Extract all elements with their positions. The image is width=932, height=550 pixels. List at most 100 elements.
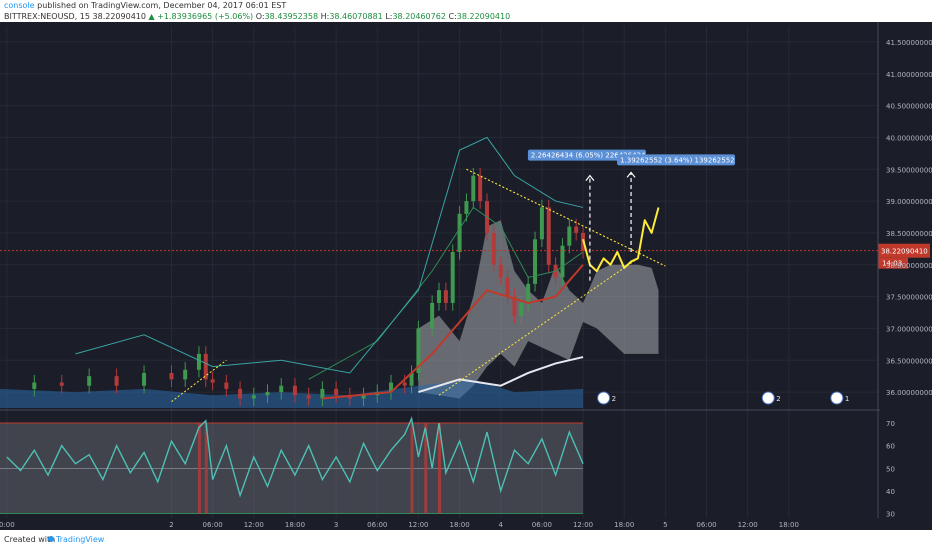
candle [567,226,572,246]
candle [457,213,462,253]
time-tick-label: 18:00 [614,521,634,529]
candle [519,302,524,316]
publish-line: console published on TradingView.com, De… [4,1,286,10]
candle [491,232,496,265]
candle [409,372,414,386]
candle [306,395,311,399]
time-tick-label: 06:00 [696,521,716,529]
rsi-tick-label: 70 [886,420,895,428]
bb-upper-line [75,136,584,374]
countdown-tag [878,257,908,269]
event-count: 2 [612,395,616,403]
time-tick-label: 06:00 [532,521,552,529]
price-tick-label: 38.50000000 [886,230,932,238]
event-flag-icon [830,391,844,405]
trendline-upper [466,168,666,267]
candle [416,328,421,373]
candle [334,388,339,396]
time-tick-label: 12:00 [738,521,758,529]
candle [498,264,503,278]
candle [279,385,284,393]
candle [361,395,366,399]
candle [533,239,538,284]
price-tick-label: 39.50000000 [886,166,932,174]
last-price-tag [878,243,930,258]
change-value: +1.83936965 (+5.06%) [157,12,254,21]
rsi-overbought-marker [410,423,414,514]
rsi-overbought-marker [204,423,208,514]
price-tick-label: 39.00000000 [886,198,932,206]
event-count: 2 [776,395,780,403]
close-label: C: [448,12,457,21]
candle [505,277,510,297]
last-price: 38.22090410 [92,12,146,21]
low-label: L: [385,12,393,21]
price-tick-label: 36.50000000 [886,357,932,365]
time-tick-label: 12:00 [244,521,264,529]
rsi-overbought-marker [424,423,428,514]
time-tick-label: 4 [499,521,504,529]
candle [388,382,393,393]
symbol-label: BITTREX:NEOUSD, 15 [4,12,90,21]
event-count: 1 [845,395,849,403]
trendline-early [171,359,227,403]
measure-arrow-icon [626,171,636,178]
time-tick-label: 06:00 [203,521,223,529]
measure-label-box [617,154,736,166]
candle [430,302,435,329]
rsi-overbought-marker [197,423,201,514]
price-tick-label: 40.50000000 [886,103,932,111]
price-tick-label: 37.00000000 [886,325,932,333]
event-flag-icon [761,391,775,405]
candle [196,353,201,370]
price-tick-label: 40.00000000 [886,134,932,142]
ma-red-line [322,264,584,400]
low-value: 38.20460762 [392,12,446,21]
footer: Created with TradingView [0,530,932,550]
price-tick-label: 41.50000000 [886,39,932,47]
candle [402,382,407,386]
time-tick-label: 3 [334,521,338,529]
trendline-lower [438,257,639,396]
rsi-panel [0,416,584,514]
rsi-line [6,416,584,498]
author-link[interactable]: console [4,1,35,10]
candle [114,376,119,386]
candle [169,372,174,380]
rsi-tick-label: 40 [886,488,895,496]
candle [265,392,270,396]
price-tick-label: 37.50000000 [886,294,932,302]
cloud-area [418,220,659,399]
projection-path [582,207,660,273]
time-tick-label: 2 [169,521,173,529]
close-value: 38.22090410 [456,12,511,21]
change-arrow-icon: ▲ [148,12,155,21]
rsi-tick-label: 30 [886,510,895,518]
rsi-tick-label: 50 [886,465,895,473]
rsi-overbought-marker [438,423,441,514]
candle [574,226,579,233]
ma-white-line [418,356,584,394]
symbol-line: BITTREX:NEOUSD, 15 38.22090410 ▲ +1.8393… [4,12,510,21]
measure-label: 1.39262552 (3.64%) 139262552 [620,156,735,164]
candle [450,252,455,303]
candle [183,369,188,380]
candle [320,388,325,399]
candle [478,175,483,202]
candle [292,385,297,396]
candle [546,207,551,265]
candle [464,201,469,214]
time-tick-label: 06:00 [367,521,387,529]
price-lines [0,136,878,400]
time-tick-label: 0:00 [0,521,15,529]
candle [512,296,517,316]
candle [238,388,243,399]
candle [203,353,208,380]
candle [32,382,37,389]
rsi-tick-label: 60 [886,443,895,451]
time-tick-label: 12:00 [573,521,593,529]
tradingview-brand[interactable]: TradingView [56,535,105,544]
price-tick-label: 36.00000000 [886,389,932,397]
